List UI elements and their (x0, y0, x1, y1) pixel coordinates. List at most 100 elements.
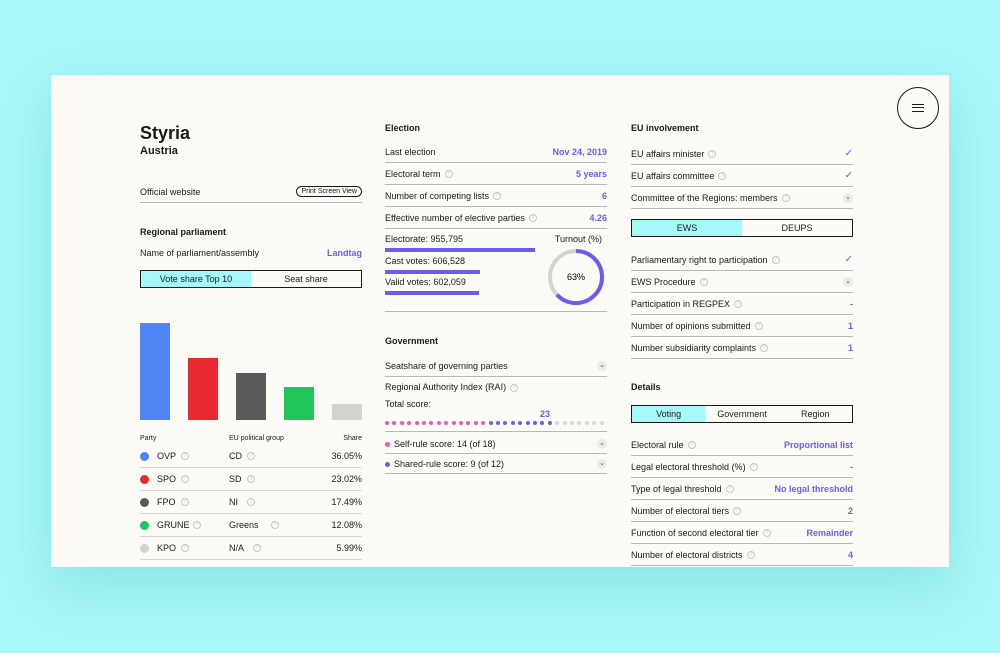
tab-voting[interactable]: Voting (632, 406, 706, 422)
total-score-label: Total score: (385, 399, 432, 409)
eu-row-label-wrap: Committee of the Regions: members? (631, 193, 790, 203)
party-group: Greens (229, 520, 259, 530)
help-icon[interactable]: ? (718, 172, 727, 181)
eu-row[interactable]: EU affairs committee? ✓ (631, 165, 853, 187)
valid-votes-label: Valid votes: 602,059 (385, 277, 466, 287)
chevron-down-icon[interactable]: ⌄ (597, 458, 607, 469)
election-row-label: Number of competing lists (385, 190, 490, 201)
ews-row[interactable]: Parliamentary right to participation? ✓ (631, 249, 853, 271)
help-icon[interactable]: ? (760, 344, 769, 353)
help-icon[interactable]: ? (687, 441, 696, 450)
ews-row-label-wrap: Parliamentary right to participation? (631, 255, 780, 265)
score-dot (555, 421, 560, 425)
score-dot (473, 421, 478, 425)
help-icon[interactable]: ? (781, 194, 790, 203)
tab-region[interactable]: Region (801, 409, 830, 419)
chevron-down-icon[interactable]: ⌄ (597, 438, 607, 449)
tab-deups[interactable]: DEUPS (781, 223, 813, 233)
turnout-arc (548, 249, 604, 305)
ews-row[interactable]: EWS Procedure? ⌄ (631, 271, 853, 293)
official-website-link[interactable]: Official website (140, 186, 201, 197)
help-icon[interactable]: ? (510, 383, 519, 392)
help-icon[interactable]: ? (181, 498, 189, 506)
help-icon[interactable]: ? (181, 544, 189, 552)
election-row-effective: Effective number of elective parties? 4.… (385, 207, 607, 229)
details-tabs: Voting Government Region (631, 405, 853, 423)
help-icon[interactable]: ? (444, 170, 453, 179)
detail-row-label: Electoral rule (631, 439, 684, 450)
detail-row[interactable]: Function of second electoral tier? Remain… (631, 522, 853, 544)
help-icon[interactable]: ? (734, 300, 743, 309)
party-share: 17.49% (331, 497, 362, 507)
party-row[interactable]: FPO? NI? 17.49% (140, 491, 362, 514)
ews-row[interactable]: Participation in REGPEX? - (631, 293, 853, 315)
help-icon[interactable]: ? (528, 214, 537, 223)
help-icon[interactable]: ? (754, 322, 763, 331)
eu-row[interactable]: EU affairs minister? ✓ (631, 143, 853, 165)
party-share: 36.05% (331, 451, 362, 461)
help-icon[interactable]: ? (771, 256, 780, 265)
score-dot (488, 421, 493, 425)
help-icon[interactable]: ? (746, 551, 755, 560)
tab-ews[interactable]: EWS (632, 220, 742, 236)
shared-rule-row[interactable]: Shared-rule score: 9 (of 12) ⌄ (385, 454, 607, 474)
ews-row-label: Number subsidiarity complaints (631, 342, 757, 353)
detail-row[interactable]: Number of electoral districts? 4 (631, 544, 853, 566)
party-color-dot (140, 452, 149, 461)
eu-row[interactable]: Committee of the Regions: members? ⌄ (631, 187, 853, 209)
tab-government[interactable]: Government (717, 409, 767, 419)
detail-row[interactable]: Electoral rule? Proportional list (631, 434, 853, 456)
party-group: N/A (229, 543, 245, 553)
rai-score-dots (385, 421, 607, 427)
chevron-down-icon[interactable]: ⌄ (843, 192, 853, 203)
ews-row-label: EWS Procedure (631, 276, 696, 287)
help-icon[interactable]: ? (699, 278, 708, 287)
ews-row-label-wrap: Number subsidiarity complaints? (631, 342, 769, 353)
score-dot (399, 421, 404, 425)
party-group: SD (229, 474, 242, 484)
help-icon[interactable]: ? (708, 150, 717, 159)
party-row[interactable]: KPO? N/A? 5.99% (140, 537, 362, 560)
ews-row[interactable]: Number of opinions submitted? 1 (631, 315, 853, 337)
help-icon[interactable]: ? (247, 475, 255, 483)
chevron-down-icon[interactable]: ⌄ (843, 276, 853, 287)
party-row[interactable]: GRUNE? Greens? 12.08% (140, 514, 362, 537)
help-icon[interactable]: ? (493, 192, 502, 201)
help-icon[interactable]: ? (247, 452, 255, 460)
party-name: FPO (157, 497, 176, 507)
check-icon: ✓ (844, 254, 853, 265)
chevron-down-icon[interactable]: ⌄ (597, 360, 607, 371)
bar-grune (284, 387, 314, 420)
score-dot (414, 421, 419, 425)
detail-row[interactable]: Type of legal threshold? No legal thresho… (631, 478, 853, 500)
self-rule-label: Self-rule score: 14 (of 18) (394, 438, 496, 449)
tab-seat-share[interactable]: Seat share (284, 274, 328, 284)
ews-row[interactable]: Number subsidiarity complaints? 1 (631, 337, 853, 359)
turnout-label: Turnout (%) (554, 234, 602, 244)
help-icon[interactable]: ? (271, 521, 279, 529)
party-row[interactable]: OVP? CD? 36.05% (140, 445, 362, 468)
self-rule-row[interactable]: Self-rule score: 14 (of 18) ⌄ (385, 434, 607, 454)
ews-row-label: Number of opinions submitted (631, 320, 751, 331)
detail-row[interactable]: Legal electoral threshold (%)? - (631, 456, 853, 478)
seatshare-row[interactable]: Seatshare of governing parties ⌄ (385, 355, 607, 377)
menu-button[interactable] (897, 87, 939, 129)
score-dot (385, 421, 389, 425)
party-row[interactable]: SPO? SD? 23.02% (140, 468, 362, 491)
tab-vote-share[interactable]: Vote share Top 10 (141, 271, 251, 287)
help-icon[interactable]: ? (181, 475, 189, 483)
help-icon[interactable]: ? (762, 529, 771, 538)
help-icon[interactable]: ? (725, 485, 734, 494)
help-icon[interactable]: ? (247, 498, 255, 506)
divider (385, 311, 607, 312)
election-row-label: Effective number of elective parties (385, 212, 525, 223)
help-icon[interactable]: ? (749, 463, 758, 472)
help-icon[interactable]: ? (253, 544, 261, 552)
help-icon[interactable]: ? (733, 507, 742, 516)
help-icon[interactable]: ? (181, 452, 189, 460)
print-screen-button[interactable]: Print Screen View (296, 186, 362, 197)
detail-row[interactable]: Number of electoral tiers? 2 (631, 500, 853, 522)
party-name: SPO (157, 474, 177, 484)
parliament-name-label: Name of parliament/assembly (140, 248, 260, 258)
help-icon[interactable]: ? (193, 521, 201, 529)
